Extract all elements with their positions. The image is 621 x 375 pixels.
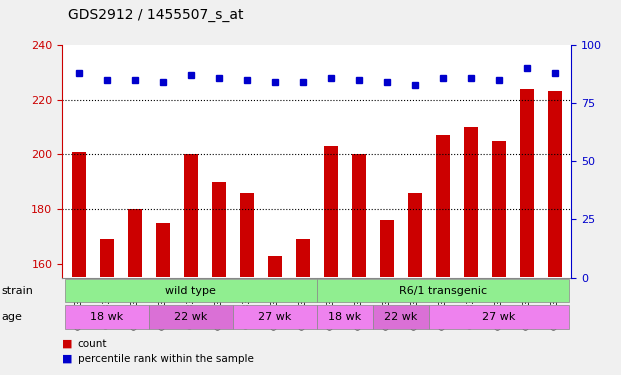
Text: R6/1 transgenic: R6/1 transgenic <box>399 286 487 296</box>
Text: age: age <box>1 312 22 322</box>
Bar <box>100 239 114 278</box>
Bar <box>296 239 310 278</box>
Bar <box>324 146 338 278</box>
FancyBboxPatch shape <box>317 305 373 328</box>
Bar <box>407 193 422 278</box>
Text: 27 wk: 27 wk <box>258 312 291 322</box>
Bar <box>379 220 394 278</box>
FancyBboxPatch shape <box>233 305 317 328</box>
Text: percentile rank within the sample: percentile rank within the sample <box>78 354 253 364</box>
Bar <box>351 154 366 278</box>
Bar <box>464 127 478 278</box>
FancyBboxPatch shape <box>428 305 568 328</box>
Bar <box>72 152 86 278</box>
Bar <box>492 141 505 278</box>
Bar <box>520 89 533 278</box>
Bar <box>128 209 142 278</box>
Bar <box>435 135 450 278</box>
FancyBboxPatch shape <box>317 279 568 302</box>
Text: wild type: wild type <box>165 286 216 296</box>
FancyBboxPatch shape <box>373 305 428 328</box>
Bar <box>240 193 254 278</box>
FancyBboxPatch shape <box>149 305 233 328</box>
Text: 22 wk: 22 wk <box>384 312 417 322</box>
Text: strain: strain <box>1 286 33 296</box>
Bar <box>268 256 282 278</box>
Bar <box>184 154 198 278</box>
Bar <box>156 223 170 278</box>
Text: count: count <box>78 339 107 349</box>
Text: ■: ■ <box>62 339 73 349</box>
Bar <box>212 182 226 278</box>
Text: 18 wk: 18 wk <box>90 312 124 322</box>
Text: ■: ■ <box>62 354 73 364</box>
Text: 22 wk: 22 wk <box>174 312 207 322</box>
Text: 27 wk: 27 wk <box>482 312 515 322</box>
FancyBboxPatch shape <box>65 305 149 328</box>
Bar <box>548 92 561 278</box>
FancyBboxPatch shape <box>65 279 317 302</box>
Text: 18 wk: 18 wk <box>328 312 361 322</box>
Text: GDS2912 / 1455507_s_at: GDS2912 / 1455507_s_at <box>68 9 244 22</box>
